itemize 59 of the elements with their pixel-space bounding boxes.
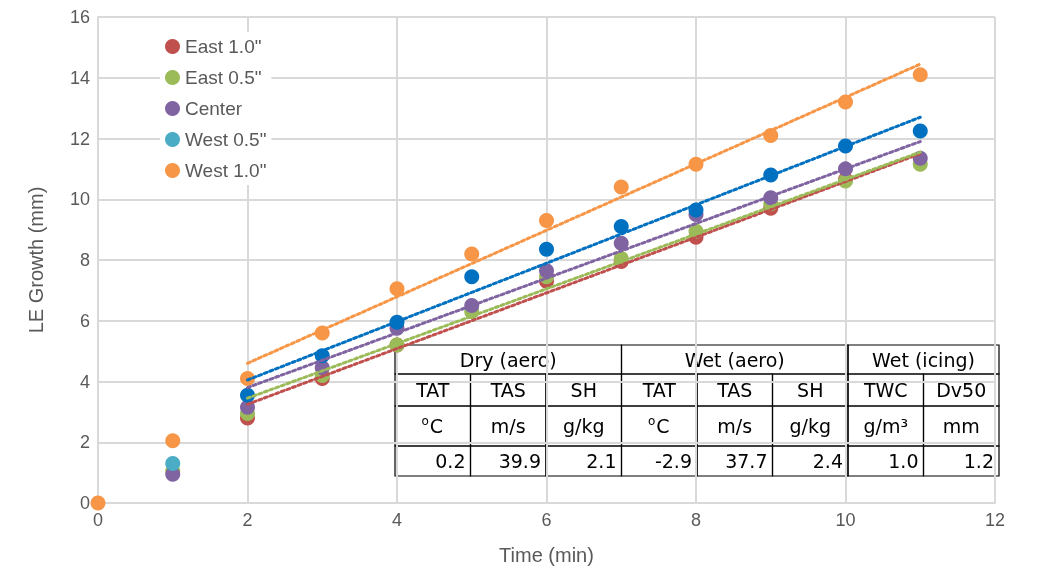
annotation: 39.9 xyxy=(498,450,541,472)
x-axis-title: Time (min) xyxy=(499,544,594,566)
point xyxy=(613,219,629,235)
annotation: 37.7 xyxy=(725,450,768,472)
legend-label: Center xyxy=(185,98,243,119)
x-tick-label: 10 xyxy=(835,510,856,530)
annotation: g/m³ xyxy=(863,415,909,437)
annotation: Dv50 xyxy=(936,379,987,401)
annotation: g/kg xyxy=(789,415,832,437)
annotation: TAT xyxy=(641,379,677,401)
y-tick-label: 16 xyxy=(69,7,90,27)
annotation: Wet (icing) xyxy=(872,348,975,371)
y-tick-label: 10 xyxy=(69,189,90,210)
x-tick-label: 12 xyxy=(984,510,1006,530)
legend-label: West 1.0" xyxy=(185,160,267,181)
x-tick-label: 4 xyxy=(391,510,403,530)
point xyxy=(389,281,405,297)
annotation: m/s xyxy=(490,415,526,437)
x-tick-label: 0 xyxy=(92,510,104,530)
annotation: TAS xyxy=(489,379,526,401)
y-tick-label: 2 xyxy=(79,432,90,453)
annotation: 0.2 xyxy=(435,450,466,472)
x-tick-label: 8 xyxy=(690,510,702,530)
x-tick-label: 6 xyxy=(541,510,552,530)
annotation: 2.1 xyxy=(586,450,617,472)
point xyxy=(912,123,928,139)
point xyxy=(613,179,629,195)
y-axis-title: LE Growth (mm) xyxy=(25,186,47,334)
legend-label: West 0.5" xyxy=(185,129,267,150)
annotation: mm xyxy=(942,415,980,437)
y-tick-label: 8 xyxy=(79,250,90,270)
y-tick-label: 0 xyxy=(79,493,90,513)
annotation: TAT xyxy=(415,379,450,401)
point xyxy=(912,67,928,83)
annotation: 1.2 xyxy=(963,450,994,472)
point xyxy=(539,241,554,257)
annotation: TWC xyxy=(862,379,908,401)
annotation: 1.0 xyxy=(888,450,919,472)
annotation: TAS xyxy=(716,379,753,401)
legend-label: East 1.0" xyxy=(185,36,262,57)
annotation: SH xyxy=(570,379,597,401)
legend-label: East 0.5" xyxy=(185,67,262,88)
annotation: -2.9 xyxy=(654,450,692,472)
y-tick-label: 14 xyxy=(69,67,90,88)
point xyxy=(464,269,480,285)
y-tick-label: 12 xyxy=(69,128,90,149)
annotation: g/kg xyxy=(562,415,605,437)
point xyxy=(165,456,181,472)
annotation: m/s xyxy=(717,415,753,437)
y-tick-label: 6 xyxy=(79,310,90,331)
x-tick-label: 2 xyxy=(242,510,253,530)
annotation: SH xyxy=(797,379,824,401)
point xyxy=(165,433,181,449)
point xyxy=(539,213,554,229)
point xyxy=(464,246,480,262)
point xyxy=(613,235,629,251)
annotation: 2.4 xyxy=(812,450,843,472)
y-tick-label: 4 xyxy=(79,371,90,392)
point xyxy=(90,495,106,511)
